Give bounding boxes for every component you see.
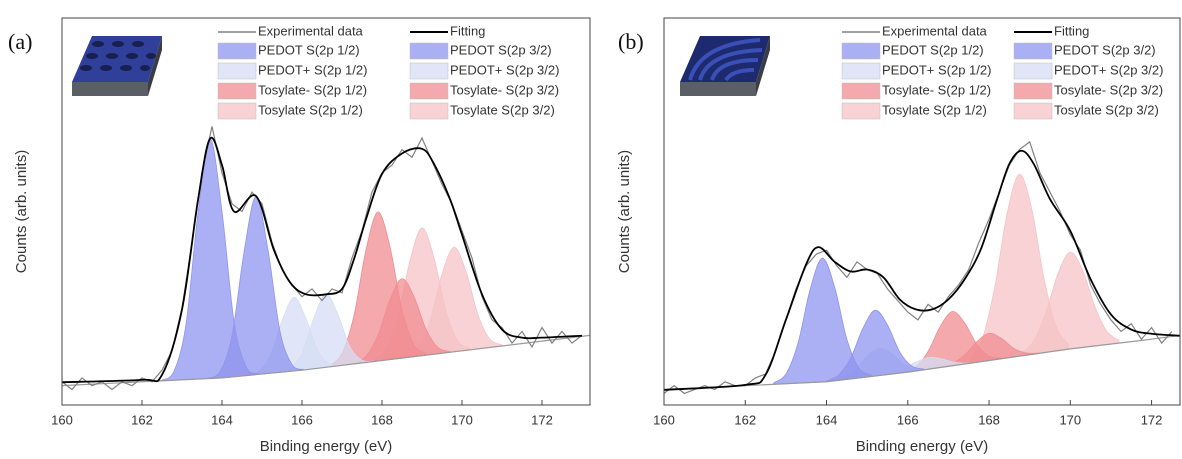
legend-swatch	[1013, 102, 1053, 120]
legend-swatch	[409, 102, 449, 120]
legend-swatch	[409, 42, 449, 60]
x-tick-label: 164	[816, 412, 838, 427]
x-tick-label: 166	[897, 412, 919, 427]
legend-label: Tosylate S(2p 3/2)	[1054, 102, 1159, 117]
inset-icon	[680, 36, 770, 96]
x-tick-label: 172	[1141, 412, 1163, 427]
legend-swatch	[1013, 82, 1053, 100]
legend-swatch	[409, 82, 449, 100]
legend-label: Experimental data	[258, 23, 364, 38]
x-tick-label: 170	[1059, 412, 1081, 427]
legend-label: Fitting	[450, 23, 485, 38]
legend-label: Tosylate S(2p 1/2)	[882, 102, 987, 117]
legend-swatch	[409, 62, 449, 80]
legend-swatch	[217, 102, 257, 120]
plot-area	[664, 140, 1180, 395]
panel-label: (b)	[618, 29, 644, 54]
x-tick-label: 164	[211, 412, 233, 427]
inset-icon	[72, 36, 162, 96]
legend-label: Tosylate- S(2p 3/2)	[450, 82, 559, 97]
legend-label: PEDOT+ S(2p 3/2)	[450, 62, 559, 77]
legend-swatch	[217, 62, 257, 80]
x-tick-label: 172	[531, 412, 553, 427]
legend-label: PEDOT+ S(2p 1/2)	[258, 62, 367, 77]
plot-frame	[663, 17, 1181, 406]
x-axis-title: Binding energy (eV)	[856, 438, 989, 455]
legend-swatch	[841, 62, 881, 80]
panel-label: (a)	[8, 29, 32, 54]
y-axis-title: Counts (arb. units)	[13, 150, 30, 273]
legend-swatch	[217, 42, 257, 60]
legend-swatch	[841, 102, 881, 120]
component-peak	[773, 257, 872, 385]
x-tick-label: 168	[371, 412, 393, 427]
legend-swatch	[841, 42, 881, 60]
x-tick-label: 160	[653, 412, 675, 427]
x-tick-label: 168	[978, 412, 1000, 427]
chart-panel: 160 162 164 166 168 170 172 Binding energy (eV)…	[8, 17, 591, 455]
legend-label: PEDOT+ S(2p 1/2)	[882, 62, 991, 77]
legend-swatch	[1013, 42, 1053, 60]
legend-swatch	[217, 82, 257, 100]
legend-label: Tosylate S(2p 1/2)	[258, 102, 363, 117]
legend-label: PEDOT S(2p 3/2)	[1054, 42, 1156, 57]
plot-frame	[61, 17, 591, 406]
legend-label: Tosylate- S(2p 1/2)	[258, 82, 367, 97]
x-axis-title: Binding energy (eV)	[260, 438, 393, 455]
legend-swatch	[1013, 62, 1053, 80]
x-tick-label: 170	[451, 412, 473, 427]
legend-label: Tosylate- S(2p 3/2)	[1054, 82, 1163, 97]
fit-line	[62, 136, 583, 384]
baseline	[664, 334, 1180, 391]
fit-line	[664, 149, 1180, 391]
component-peak	[161, 138, 259, 382]
legend-label: Fitting	[1054, 23, 1089, 38]
legend-label: PEDOT+ S(2p 3/2)	[1054, 62, 1163, 77]
x-tick-label: 160	[51, 412, 73, 427]
component-peak	[970, 173, 1069, 364]
experimental-line	[664, 140, 1173, 395]
legend-label: PEDOT S(2p 1/2)	[258, 42, 360, 57]
x-tick-label: 162	[131, 412, 153, 427]
legend-swatch	[841, 82, 881, 100]
y-axis-title: Counts (arb. units)	[616, 150, 633, 273]
legend-label: PEDOT S(2p 3/2)	[450, 42, 552, 57]
legend-label: Tosylate- S(2p 1/2)	[882, 82, 991, 97]
legend-label: PEDOT S(2p 1/2)	[882, 42, 984, 57]
x-tick-label: 166	[291, 412, 313, 427]
chart-panel: 160 162 164 166 168 170 172 Binding energy (eV)…	[616, 17, 1181, 455]
x-tick-label: 162	[734, 412, 756, 427]
component-peak	[329, 211, 427, 368]
plot-area	[62, 126, 590, 391]
legend-label: Tosylate S(2p 3/2)	[450, 102, 555, 117]
legend-label: Experimental data	[882, 23, 988, 38]
